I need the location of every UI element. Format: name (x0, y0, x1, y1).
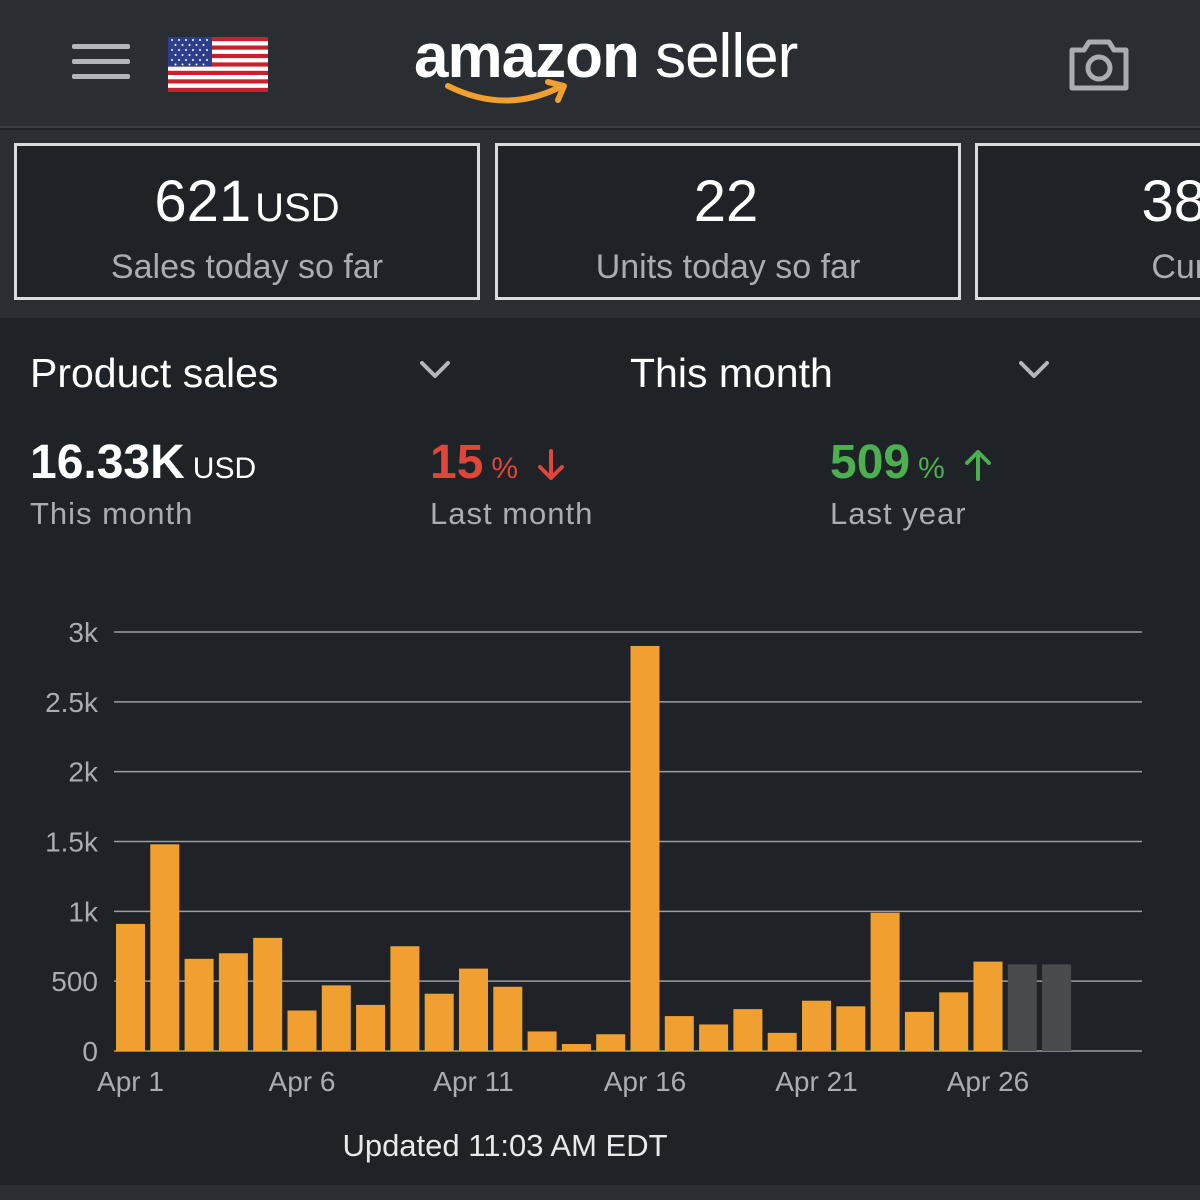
sales-bar[interactable] (253, 937, 283, 1051)
hamburger-menu-icon[interactable] (72, 42, 130, 82)
metric-dropdown[interactable]: Product sales (30, 350, 279, 396)
sales-bar[interactable] (116, 923, 145, 1051)
sales-bar[interactable] (630, 645, 660, 1051)
sales-bar[interactable] (356, 1004, 386, 1051)
y-tick-label: 500 (51, 966, 98, 997)
arrow-down-icon (538, 449, 565, 481)
sales-bar[interactable] (184, 958, 214, 1051)
x-tick-label: Apr 21 (775, 1066, 858, 1097)
sales-bar[interactable] (870, 912, 900, 1051)
sales-bar[interactable] (527, 1031, 557, 1051)
y-tick-label: 2.5k (45, 687, 99, 718)
kpi-card-sales-today[interactable]: 621 USD Sales today so far (14, 143, 480, 300)
sales-bar[interactable] (561, 1044, 591, 1051)
kpi-card-current[interactable]: 3858 Current (975, 143, 1200, 300)
amazon-seller-logo: amazon seller (414, 22, 798, 112)
y-tick-label: 1k (68, 896, 99, 927)
updated-timestamp: Updated 11:03 AM EDT (342, 1128, 668, 1163)
top-app-bar: amazon seller (0, 0, 1200, 128)
kpi-label: Sales today so far (110, 248, 384, 286)
last-year-change: 509% (830, 436, 992, 496)
x-tick-label: Apr 26 (947, 1066, 1030, 1097)
kpi-value: 22 (693, 169, 759, 234)
y-tick-label: 2k (68, 757, 99, 788)
x-tick-label: Apr 6 (269, 1066, 336, 1097)
total-sales-label: This month (30, 496, 194, 531)
kpi-value: 621 USD (154, 169, 340, 234)
sales-bar[interactable] (424, 993, 454, 1051)
chevron-down-icon[interactable] (1018, 360, 1050, 380)
sales-bar[interactable] (699, 1024, 729, 1051)
y-tick-label: 1.5k (45, 827, 99, 858)
sales-bar[interactable] (939, 992, 969, 1051)
kpi-card-units-today[interactable]: 22 Units today so far (495, 143, 961, 300)
x-tick-label: Apr 11 (433, 1066, 513, 1097)
sales-bar[interactable] (664, 1016, 694, 1051)
kpi-label: Units today so far (595, 248, 861, 286)
last-month-label: Last month (430, 496, 594, 531)
projected-bar[interactable] (1042, 964, 1072, 1051)
kpi-value: 3858 (1141, 169, 1200, 234)
projected-bar[interactable] (1007, 964, 1037, 1051)
kpi-label: Current (1151, 248, 1200, 286)
sales-bar[interactable] (802, 1000, 831, 1051)
sales-bar[interactable] (973, 961, 1003, 1051)
kpi-carousel[interactable]: 621 USD Sales today so far 22 Units today… (0, 130, 1200, 318)
us-flag-icon[interactable] (168, 37, 268, 92)
sales-bar[interactable] (218, 953, 248, 1051)
sales-bar[interactable] (150, 844, 180, 1051)
last-month-change: 15% (430, 436, 565, 496)
sales-bar[interactable] (321, 985, 351, 1051)
sales-bar[interactable] (767, 1032, 797, 1051)
y-tick-label: 0 (82, 1036, 98, 1067)
x-tick-label: Apr 16 (604, 1066, 687, 1097)
arrow-up-icon (965, 450, 992, 482)
amazon-smile-icon (445, 79, 567, 104)
sales-bar[interactable] (733, 1009, 763, 1051)
logo-amazon-text: amazon (414, 22, 640, 91)
logo-seller-text: seller (655, 22, 798, 91)
sales-bar[interactable] (596, 1034, 626, 1051)
daily-sales-bar-chart[interactable]: 0 500 1k 1.5k 2k 2.5k 3k Apr 1 Apr 6 Apr 11 Apr 16… (0, 600, 1200, 1110)
sales-bar[interactable] (836, 1006, 866, 1051)
sales-bar[interactable] (287, 1010, 317, 1051)
sales-bar[interactable] (904, 1011, 934, 1051)
period-dropdown[interactable]: This month (630, 350, 833, 396)
x-tick-label: Apr 1 (97, 1066, 164, 1097)
total-sales-value: 16.33K USD (30, 436, 257, 489)
camera-icon[interactable] (1068, 36, 1130, 92)
sales-bar[interactable] (493, 986, 523, 1051)
last-year-label: Last year (830, 496, 967, 531)
y-tick-label: 3k (68, 617, 99, 648)
bottom-bar (0, 1185, 1200, 1200)
sales-bar[interactable] (390, 946, 420, 1051)
sales-bar[interactable] (459, 968, 488, 1051)
chevron-down-icon[interactable] (419, 360, 451, 380)
